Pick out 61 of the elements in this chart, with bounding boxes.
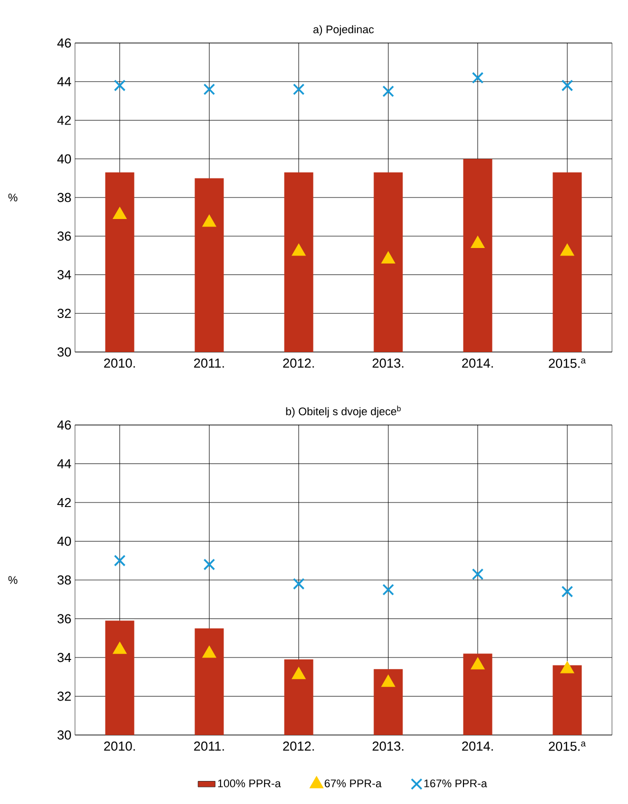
x-tick-label: 2015.$^{a}$ [548, 742, 586, 751]
point [560, 662, 574, 674]
point [560, 244, 574, 256]
y-tick-label: 36 [58, 232, 71, 241]
point [561, 586, 574, 598]
y-tick-label: 34 [58, 270, 72, 280]
x-tick-label: 2010. [104, 358, 135, 368]
point [292, 244, 306, 256]
point [114, 554, 126, 566]
point [472, 568, 484, 580]
y-tick-label: 30 [58, 730, 71, 740]
point [382, 584, 394, 596]
y-tick-label: 40 [57, 536, 71, 546]
point [472, 72, 484, 84]
y-tick-label: 42 [57, 116, 71, 125]
point [202, 646, 216, 658]
x-tick-label: 2013. [372, 358, 404, 368]
y-tick-label: 36 [58, 614, 71, 624]
chart-title: b) Obitelj s dvoje djece$^{b}$ [286, 406, 401, 418]
y-axis-title: % [8, 576, 18, 584]
point [292, 668, 306, 680]
y-tick-label: 38 [58, 192, 71, 202]
x-tick-label: 2012. [283, 742, 314, 751]
y-tick-label: 32 [58, 692, 71, 701]
x-tick-label: 2011. [194, 742, 224, 751]
point [113, 207, 126, 220]
chart-title: a) Pojedinac [313, 25, 374, 36]
y-tick-label: 46 [57, 420, 71, 430]
y-tick-label: 40 [57, 154, 71, 164]
x-tick-label: 2012. [283, 358, 314, 368]
point [292, 578, 305, 590]
point [203, 558, 216, 570]
point [114, 80, 126, 92]
point [292, 84, 305, 96]
point [382, 675, 395, 687]
y-tick-label: 44 [57, 77, 72, 86]
point [382, 85, 394, 98]
y-tick-label: 30 [58, 347, 71, 357]
y-tick-label: 42 [57, 498, 71, 508]
x-tick-label: 2015.$^{a}$ [548, 358, 586, 368]
x-tick-label: 2013. [372, 742, 404, 751]
point [113, 642, 126, 654]
x-tick-label: 2014. [462, 358, 493, 368]
y-tick-label: 46 [57, 38, 71, 48]
y-tick-label: 34 [58, 652, 72, 662]
y-tick-label: 38 [58, 575, 71, 585]
x-tick-label: 2011. [194, 358, 224, 368]
point [382, 252, 395, 264]
x-tick-label: 2010. [104, 742, 135, 751]
y-tick-label: 44 [57, 459, 72, 468]
point [561, 80, 574, 92]
x-tick-label: 2014. [462, 742, 493, 751]
point [471, 658, 484, 670]
legend-label: 100% PPR-a [218, 780, 281, 788]
y-tick-label: 32 [58, 308, 71, 318]
legend-label: 67% PPR-a [324, 780, 382, 788]
point [471, 236, 484, 248]
point [203, 84, 216, 96]
legend-label: 167% PPR-a [424, 780, 488, 788]
y-axis-title: % [8, 194, 18, 202]
point [202, 215, 216, 227]
